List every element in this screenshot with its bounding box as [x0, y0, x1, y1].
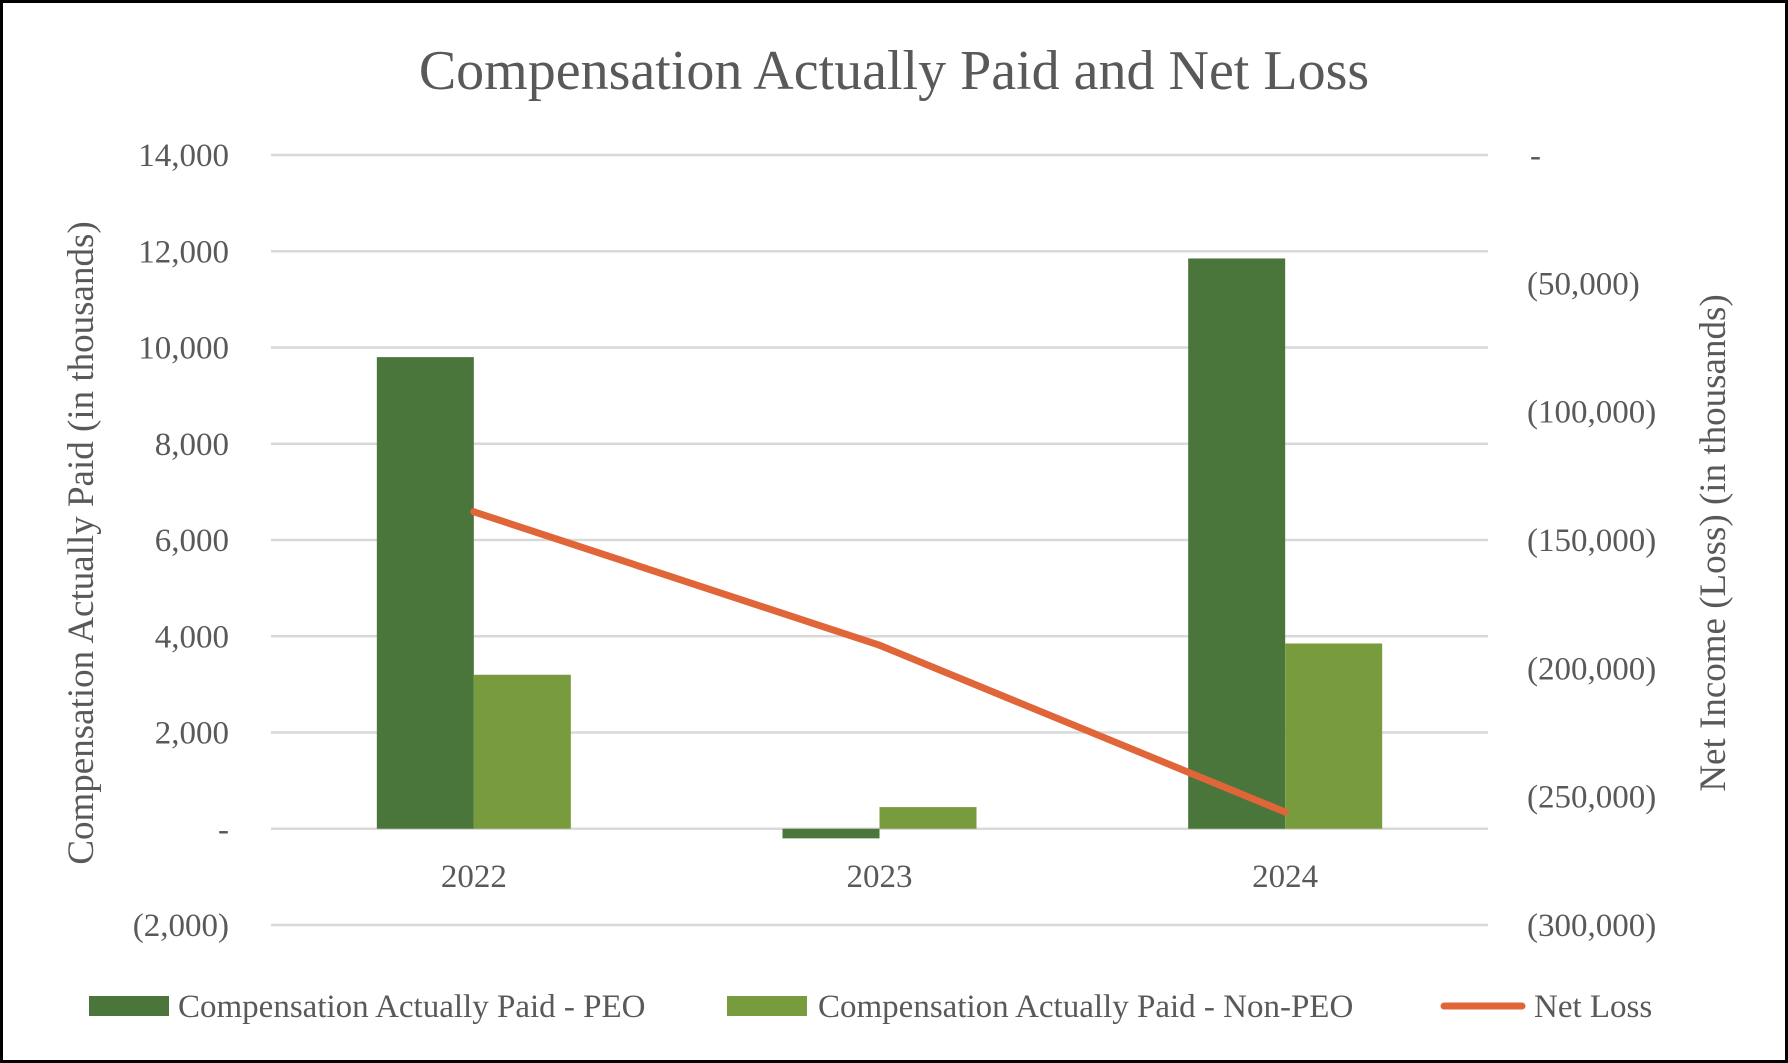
legend-swatch	[89, 996, 169, 1016]
bar-non-peo-2023	[879, 807, 977, 829]
legend-label: Compensation Actually Paid - Non-PEO	[818, 989, 1353, 1025]
net-loss-point-2024	[1281, 808, 1289, 816]
y-tick-label: 12,000	[138, 234, 229, 270]
lines	[470, 508, 1289, 816]
y-tick-label: 8,000	[155, 427, 229, 463]
y-tick-label: 14,000	[138, 138, 229, 174]
y2-tick-label: -	[1530, 138, 1541, 174]
y-tick-label: 6,000	[155, 523, 229, 559]
y-tick-label: 10,000	[138, 331, 229, 367]
x-axis-ticks: 2022 2023 2024	[441, 859, 1318, 895]
y2-tick-label: (150,000)	[1527, 523, 1656, 559]
y2-tick-label: (200,000)	[1527, 651, 1656, 687]
bar-peo-2024	[1188, 258, 1286, 829]
y-axis-title: Compensation Actually Paid (in thousands…	[61, 221, 102, 864]
y2-tick-label: (300,000)	[1527, 908, 1656, 944]
y2-tick-label: (50,000)	[1527, 266, 1640, 302]
y2-axis-title: Net Income (Loss) (in thousands)	[1693, 294, 1734, 791]
y-tick-label: 2,000	[155, 716, 229, 752]
x-tick-label: 2024	[1252, 859, 1318, 895]
left-axis-ticks: (2,000) - 2,000 4,000 6,000 8,000 10,000 12,000…	[133, 138, 229, 944]
y2-tick-label: (250,000)	[1527, 780, 1656, 816]
chart: Compensation Actually Paid and Net Loss …	[61, 40, 1734, 1025]
bar-peo-2022	[376, 357, 474, 829]
y-tick-label: -	[218, 812, 229, 848]
legend-label: Net Loss	[1534, 989, 1652, 1025]
legend-swatch	[727, 996, 807, 1016]
right-axis-ticks: (300,000) (250,000) (200,000) (150,000) (100…	[1527, 138, 1656, 944]
y-tick-label: (2,000)	[133, 908, 229, 944]
net-loss-line	[470, 508, 1289, 816]
net-loss-point-2022	[470, 508, 478, 516]
y-tick-label: 4,000	[155, 619, 229, 655]
bars	[376, 258, 1383, 839]
legend: Compensation Actually Paid - PEO Compensa…	[89, 989, 1652, 1025]
chart-title: Compensation Actually Paid and Net Loss	[419, 40, 1369, 102]
bar-non-peo-2022	[473, 674, 571, 829]
bar-non-peo-2024	[1285, 643, 1383, 829]
bar-peo-2023	[782, 828, 880, 839]
y2-tick-label: (100,000)	[1527, 395, 1656, 431]
x-tick-label: 2023	[847, 859, 913, 895]
legend-label: Compensation Actually Paid - PEO	[178, 989, 645, 1025]
x-tick-label: 2022	[441, 859, 507, 895]
net-loss-point-2023	[876, 641, 883, 649]
